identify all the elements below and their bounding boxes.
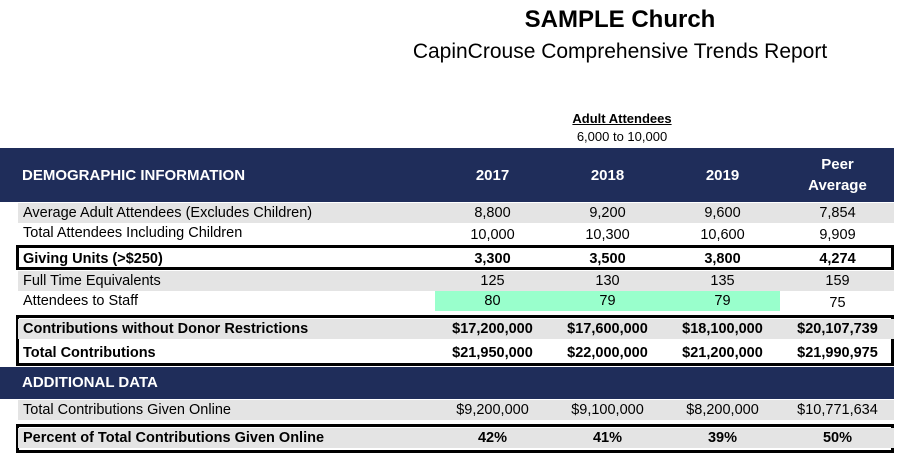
table-row: Percent of Total Contributions Given Onl… [18, 428, 894, 448]
cell-2017: 8,800 [474, 205, 511, 221]
report-title: SAMPLE Church [524, 6, 716, 33]
cell-2018: 130 [595, 273, 620, 289]
cell-peer: 50% [822, 430, 853, 446]
table-row: Giving Units (>$250) 3,300 3,500 3,800 4… [18, 249, 894, 269]
cell-peer: 7,854 [819, 205, 856, 221]
table-row: Total Contributions Given Online $9,200,… [18, 400, 894, 420]
additional-section-title: ADDITIONAL DATA [22, 374, 158, 391]
table-row: Total Attendees Including Children 10,00… [18, 223, 894, 243]
cell-2019: 3,800 [704, 251, 741, 267]
demographic-header-band: DEMOGRAPHIC INFORMATION 2017 2018 2019 P… [0, 148, 894, 202]
giving-units-box [16, 245, 894, 270]
row-label: Contributions without Donor Restrictions [23, 321, 309, 337]
cell-peer: 159 [825, 273, 850, 289]
cell-2017: 80 [435, 291, 550, 311]
contributions-box [16, 315, 894, 366]
cell-peer: $10,771,634 [797, 402, 878, 418]
table-row: Total Contributions $21,950,000 $22,000,… [18, 343, 894, 363]
row-label: Attendees to Staff [23, 293, 139, 309]
cell-2019: $21,200,000 [682, 345, 763, 361]
cell-2019: 39% [707, 430, 738, 446]
cell-2017: 125 [480, 273, 505, 289]
column-2018: 2018 [590, 167, 625, 184]
column-peer-line1: Peer [821, 156, 854, 173]
cell-2017: 42% [477, 430, 508, 446]
table-row: Contributions without Donor Restrictions… [18, 319, 894, 339]
row-label: Giving Units (>$250) [23, 251, 163, 267]
cell-2019: $18,100,000 [682, 321, 763, 337]
cell-2018: $9,100,000 [571, 402, 644, 418]
column-2019: 2019 [705, 167, 740, 184]
cell-peer: $21,990,975 [797, 345, 878, 361]
cell-peer: $20,107,739 [797, 321, 878, 337]
row-label: Total Contributions [23, 345, 156, 361]
cell-2018: 9,200 [589, 205, 626, 221]
peer-group-label: Adult Attendees [572, 111, 672, 126]
cell-2018: 10,300 [585, 227, 630, 243]
cell-2018: $22,000,000 [567, 345, 648, 361]
cell-2019: 9,600 [704, 205, 741, 221]
cell-2019: $8,200,000 [686, 402, 759, 418]
peer-group-range: 6,000 to 10,000 [576, 129, 668, 144]
cell-peer: 9,909 [819, 227, 856, 243]
column-peer-line2: Average [808, 177, 867, 194]
row-label: Percent of Total Contributions Given Onl… [23, 430, 325, 446]
table-row: Attendees to Staff 80 79 79 75 [18, 291, 894, 311]
column-2017: 2017 [475, 167, 510, 184]
row-label: Average Adult Attendees (Excludes Childr… [23, 205, 313, 221]
row-label: Total Attendees Including Children [23, 225, 243, 241]
cell-peer: 75 [829, 295, 846, 311]
cell-2017: 10,000 [470, 227, 515, 243]
table-row: Average Adult Attendees (Excludes Childr… [18, 203, 894, 223]
cell-2017: $17,200,000 [452, 321, 533, 337]
row-label: Full Time Equivalents [23, 273, 161, 289]
cell-2018: 3,500 [589, 251, 626, 267]
demographic-section-title: DEMOGRAPHIC INFORMATION [22, 167, 246, 184]
cell-2019: 79 [665, 291, 780, 311]
cell-2018: 79 [550, 291, 665, 311]
table-row: Full Time Equivalents 125 130 135 159 [18, 271, 894, 291]
additional-header-band: ADDITIONAL DATA [0, 367, 894, 399]
cell-peer: 4,274 [819, 251, 856, 267]
cell-2017: $21,950,000 [452, 345, 533, 361]
cell-2018: $17,600,000 [567, 321, 648, 337]
cell-2017: $9,200,000 [456, 402, 529, 418]
row-label: Total Contributions Given Online [23, 402, 231, 418]
cell-2018: 41% [592, 430, 623, 446]
cell-2019: 10,600 [700, 227, 745, 243]
cell-2019: 135 [710, 273, 735, 289]
report-subtitle: CapinCrouse Comprehensive Trends Report [412, 40, 828, 63]
cell-2017: 3,300 [474, 251, 511, 267]
